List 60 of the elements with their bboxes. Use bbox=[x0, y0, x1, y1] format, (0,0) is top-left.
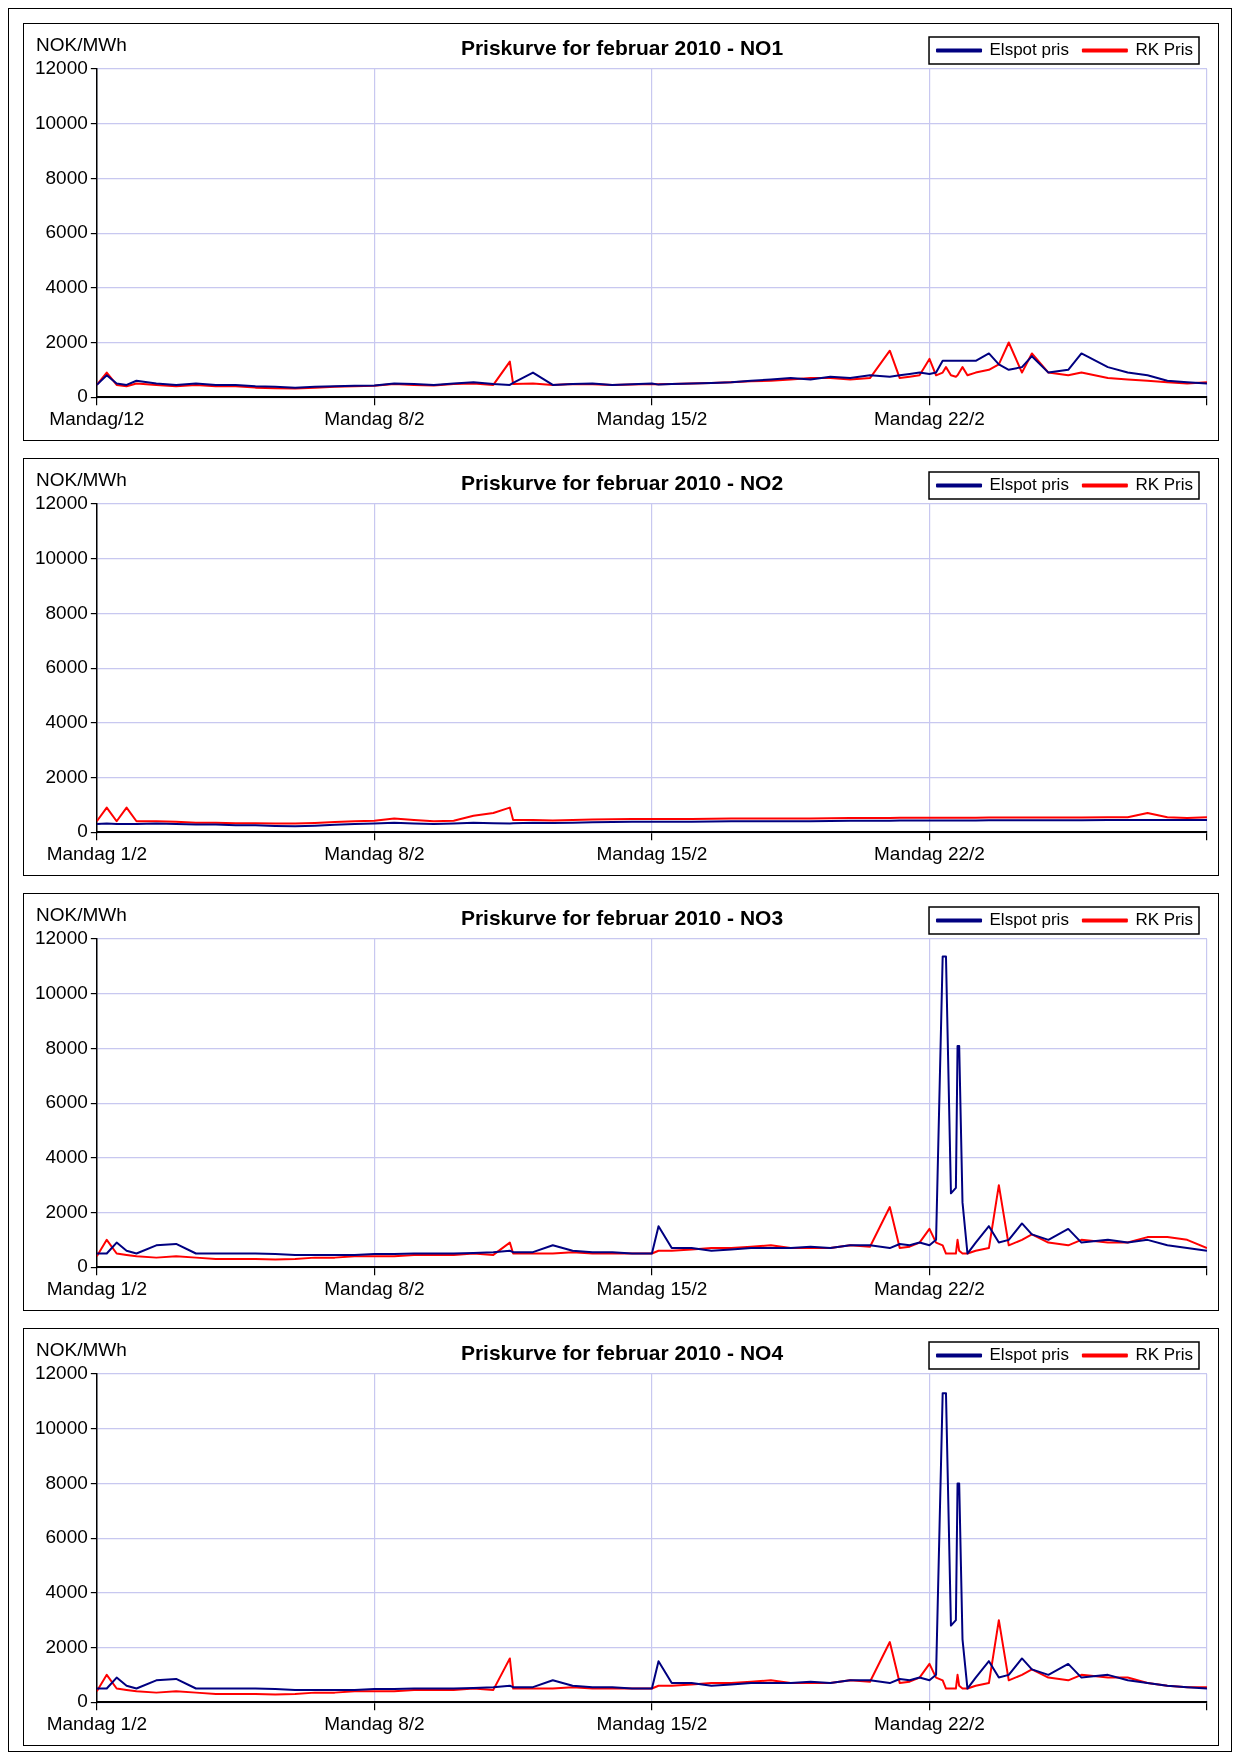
y-tick-label: 8000 bbox=[45, 1471, 88, 1493]
y-tick-label: 6000 bbox=[45, 1526, 88, 1548]
x-tick-label: Mandag 8/2 bbox=[324, 407, 425, 429]
legend-label: RK Pris bbox=[1135, 910, 1194, 930]
y-axis-title: NOK/MWh bbox=[36, 1339, 127, 1361]
y-axis-title: NOK/MWh bbox=[36, 904, 127, 926]
y-tick-label: 4000 bbox=[45, 1581, 88, 1603]
chart-title: Priskurve for februar 2010 - NO2 bbox=[460, 471, 784, 494]
y-tick-label: 10000 bbox=[34, 1416, 88, 1438]
x-tick-label: Mandag 22/2 bbox=[874, 1712, 985, 1734]
y-axis-title: NOK/MWh bbox=[36, 469, 127, 491]
y-tick-label: 8000 bbox=[45, 166, 88, 188]
x-tick-label: Mandag 1/2 bbox=[46, 842, 148, 864]
y-tick-label: 2000 bbox=[45, 1635, 88, 1657]
y-tick-label: 12000 bbox=[34, 492, 88, 514]
y-tick-label: 12000 bbox=[34, 1362, 88, 1384]
y-tick-label: 8000 bbox=[45, 601, 88, 623]
y-axis-title: NOK/MWh bbox=[36, 34, 127, 56]
x-tick-label: Mandag 22/2 bbox=[874, 1277, 985, 1299]
x-tick-label: Mandag 15/2 bbox=[596, 407, 708, 429]
x-tick-label: Mandag 8/2 bbox=[324, 1712, 425, 1734]
x-tick-label: Mandag 15/2 bbox=[596, 842, 708, 864]
chart-title: Priskurve for februar 2010 - NO1 bbox=[460, 36, 784, 59]
x-tick-label: Mandag 8/2 bbox=[324, 842, 425, 864]
x-tick-label: Mandag 22/2 bbox=[874, 407, 985, 429]
x-tick-label: Mandag 1/2 bbox=[46, 1712, 148, 1734]
legend-label: RK Pris bbox=[1135, 475, 1194, 495]
legend-label: RK Pris bbox=[1135, 40, 1194, 60]
y-tick-label: 0 bbox=[77, 1690, 88, 1712]
y-tick-label: 6000 bbox=[45, 1091, 88, 1113]
legend-label: Elspot pris bbox=[989, 40, 1069, 60]
y-tick-label: 10000 bbox=[34, 546, 88, 568]
y-tick-label: 2000 bbox=[45, 765, 88, 787]
y-tick-label: 6000 bbox=[45, 221, 88, 243]
x-tick-label: Mandag/12 bbox=[49, 407, 145, 429]
y-tick-label: 4000 bbox=[45, 711, 88, 733]
legend-label: RK Pris bbox=[1135, 1345, 1194, 1365]
y-tick-label: 4000 bbox=[45, 276, 88, 298]
x-tick-label: Mandag 22/2 bbox=[874, 842, 985, 864]
y-tick-label: 4000 bbox=[45, 1146, 88, 1168]
x-tick-label: Mandag 15/2 bbox=[596, 1277, 708, 1299]
legend-label: Elspot pris bbox=[989, 910, 1069, 930]
x-tick-label: Mandag 1/2 bbox=[46, 1277, 148, 1299]
y-tick-label: 0 bbox=[77, 1255, 88, 1277]
y-tick-label: 0 bbox=[77, 385, 88, 407]
y-tick-label: 12000 bbox=[34, 927, 88, 949]
legend-label: Elspot pris bbox=[989, 475, 1069, 495]
y-tick-label: 8000 bbox=[45, 1036, 88, 1058]
chart-title: Priskurve for februar 2010 - NO3 bbox=[460, 906, 784, 929]
x-tick-label: Mandag 8/2 bbox=[324, 1277, 425, 1299]
y-tick-label: 10000 bbox=[34, 111, 88, 133]
legend-label: Elspot pris bbox=[989, 1345, 1069, 1365]
y-tick-label: 10000 bbox=[34, 981, 88, 1003]
y-tick-label: 0 bbox=[77, 820, 88, 842]
y-tick-label: 2000 bbox=[45, 1200, 88, 1222]
y-tick-label: 2000 bbox=[45, 330, 88, 352]
x-tick-label: Mandag 15/2 bbox=[596, 1712, 708, 1734]
y-tick-label: 12000 bbox=[34, 57, 88, 79]
chart-title: Priskurve for februar 2010 - NO4 bbox=[460, 1341, 784, 1364]
y-tick-label: 6000 bbox=[45, 656, 88, 678]
